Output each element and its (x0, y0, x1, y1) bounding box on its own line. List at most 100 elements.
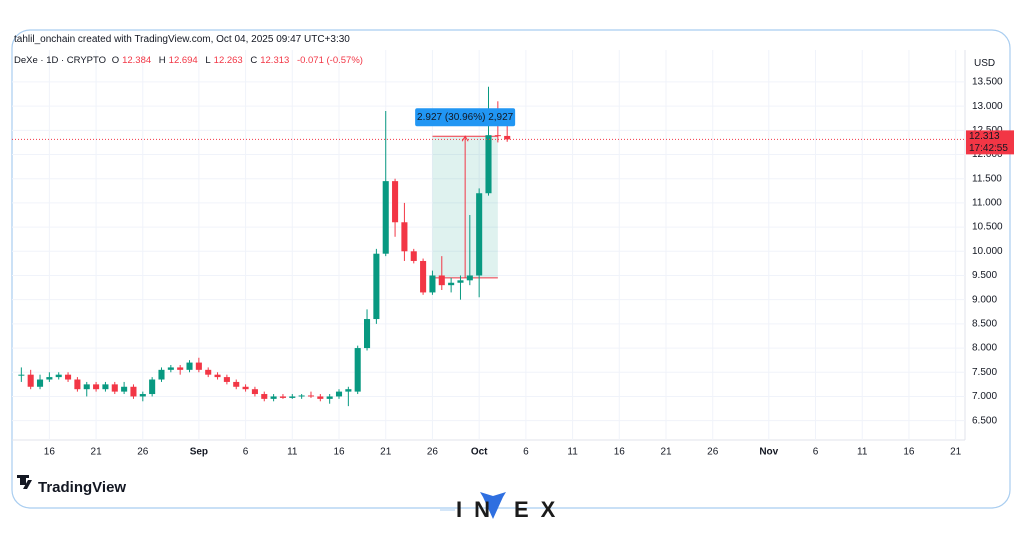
candle-body (36, 379, 44, 387)
x-tick-label: 16 (333, 447, 345, 458)
candle-body (121, 386, 128, 392)
candle-body (186, 362, 193, 370)
candle-body (438, 275, 445, 286)
ohlc-label: H (158, 55, 166, 66)
candle-body (410, 251, 417, 261)
x-tick-label: 16 (44, 447, 56, 458)
candle-body (102, 384, 109, 390)
y-tick-label: 8.500 (972, 319, 997, 330)
candle-body (289, 396, 296, 398)
candle-body (55, 374, 62, 378)
candle-body (298, 395, 305, 397)
y-tick-label: 7.000 (972, 391, 997, 402)
x-tick-label: 11 (567, 447, 578, 458)
candle-body (420, 260, 427, 293)
candle-body (392, 181, 399, 223)
candle-body (167, 367, 174, 370)
change: -0.071 (-0.57%) (296, 55, 363, 66)
candle-body (476, 193, 483, 276)
candle-body (177, 367, 184, 370)
y-tick-label: 13.000 (972, 101, 1003, 112)
legend: DeXe · 1D · CRYPTO O 12.384 H 12.694 L 12.2… (14, 55, 368, 66)
x-tick-label: 11 (857, 447, 868, 458)
ohlc-label: C (250, 55, 258, 66)
candle-body (354, 348, 361, 392)
candle-body (279, 396, 286, 398)
candle-body (233, 381, 240, 387)
candle-body (466, 275, 473, 281)
candle-body (261, 394, 268, 399)
y-tick-label: 8.000 (972, 343, 997, 354)
candle-body (83, 384, 90, 390)
candle-body (448, 282, 455, 286)
candle-body (195, 362, 202, 370)
x-tick-label: 16 (614, 447, 626, 458)
x-tick-label: 26 (427, 447, 439, 458)
last-price-label: 12.313 (969, 131, 1000, 142)
ohlc-value: 12.694 (168, 55, 198, 66)
currency: USD (974, 58, 996, 69)
candle-body (326, 396, 333, 399)
measure-label: 2.927 (30.96%) 2,927 (417, 112, 514, 123)
candle-body (364, 319, 371, 349)
candle-body (373, 253, 380, 320)
candle-body (93, 384, 100, 390)
symbol: DeXe · 1D · CRYPTO (14, 55, 107, 66)
candle-body (139, 394, 146, 397)
plot: 2.927 (30.96%) 2,927 (12, 86, 965, 407)
candle-body (251, 389, 258, 395)
watermark: IN (456, 497, 502, 522)
ohlc-label: O (111, 55, 120, 66)
candle-body (130, 386, 137, 397)
candle-body (270, 396, 277, 399)
tv-logo-icon (9, 475, 32, 489)
y-tick-label: 10.000 (972, 246, 1003, 257)
candle-body (504, 135, 511, 140)
x-tick-label: 26 (707, 447, 719, 458)
countdown: 17:42:55 (969, 143, 1008, 154)
invex-v-logo (480, 492, 506, 519)
x-tick-label: 6 (813, 447, 819, 458)
candle-body (335, 391, 343, 397)
candle-body (214, 374, 221, 378)
frame (11, 29, 1011, 509)
x-tick-label: 21 (660, 447, 672, 458)
y-tick-label: 7.500 (972, 367, 997, 378)
measure-label-bg (415, 108, 516, 127)
y-tick-label: 11.000 (972, 198, 1002, 209)
header: tahlil_onchain created with TradingView.… (14, 34, 350, 45)
candle-body (401, 222, 408, 252)
measure-arrow-head (461, 135, 469, 142)
last-price-box (966, 130, 1014, 155)
y-tick-label: 13.500 (972, 77, 1003, 88)
candle-body (149, 379, 156, 395)
candle-body (494, 135, 501, 137)
x-tick-label: 16 (903, 447, 915, 458)
x-tick-label: 6 (243, 447, 249, 458)
candle-body (317, 396, 324, 399)
ohlc-value: 12.313 (260, 55, 290, 66)
candle-body (27, 374, 34, 387)
candle-body (429, 275, 436, 293)
candle-body (46, 377, 53, 380)
x-tick-label: Oct (471, 447, 488, 458)
ohlc-label: L (205, 55, 211, 66)
x-tick-label: 21 (950, 447, 962, 458)
x-tick-label: Sep (190, 447, 208, 458)
candle-body (18, 374, 25, 376)
ohlc-value: 12.263 (213, 55, 243, 66)
candle-body (242, 386, 249, 390)
y-tick-label: 10.500 (972, 222, 1003, 233)
x-tick-label: 11 (287, 447, 298, 458)
candle-body (158, 369, 165, 380)
candle-body (205, 369, 212, 375)
candle-body (457, 280, 464, 283)
axes: 6.500 7.000 7.500 8.000 8.500 9.000 9.500 10.00… (44, 77, 1014, 458)
y-tick-label: 9.500 (972, 270, 997, 281)
y-tick-label: 11.500 (972, 173, 1002, 184)
candle-body (307, 395, 315, 397)
y-tick-label: 6.500 (972, 415, 997, 426)
ohlc-value: 12.384 (122, 55, 152, 66)
